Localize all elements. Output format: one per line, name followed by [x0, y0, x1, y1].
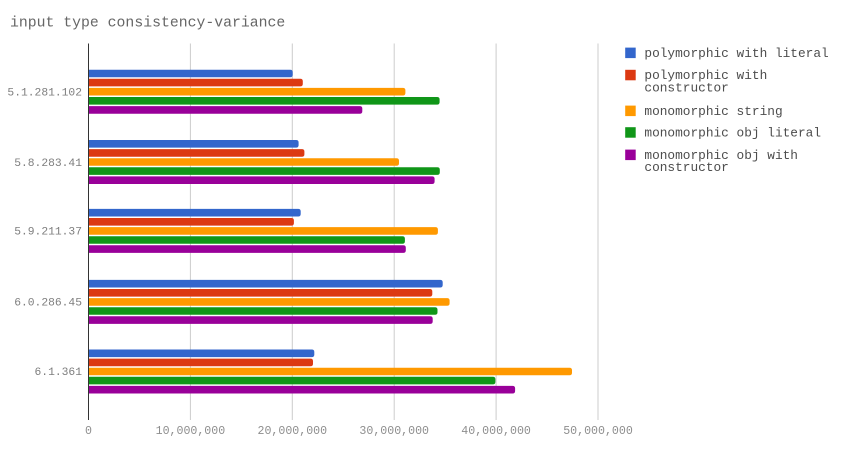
- svg-text:5.8.283.41: 5.8.283.41: [14, 158, 82, 170]
- svg-text:constructor: constructor: [644, 80, 728, 95]
- svg-text:monomorphic obj with: monomorphic obj with: [644, 148, 798, 163]
- svg-text:50,000,000: 50,000,000: [563, 425, 633, 438]
- svg-text:40,000,000: 40,000,000: [461, 425, 531, 438]
- svg-text:5.9.211.37: 5.9.211.37: [14, 227, 82, 239]
- svg-text:30,000,000: 30,000,000: [359, 425, 429, 438]
- svg-text:6.1.361: 6.1.361: [35, 367, 83, 379]
- svg-text:10,000,000: 10,000,000: [156, 425, 226, 438]
- svg-text:monomorphic string: monomorphic string: [644, 104, 782, 119]
- svg-text:monomorphic obj literal: monomorphic obj literal: [644, 125, 821, 140]
- svg-text:input type consistency-varianc: input type consistency-variance: [10, 16, 285, 32]
- svg-text:6.0.286.45: 6.0.286.45: [14, 298, 82, 310]
- svg-text:polymorphic with: polymorphic with: [644, 68, 767, 83]
- svg-text:0: 0: [85, 425, 92, 438]
- svg-text:constructor: constructor: [644, 160, 728, 175]
- svg-text:polymorphic with literal: polymorphic with literal: [644, 46, 828, 61]
- svg-text:20,000,000: 20,000,000: [258, 425, 328, 438]
- svg-text:5.1.281.102: 5.1.281.102: [7, 88, 82, 100]
